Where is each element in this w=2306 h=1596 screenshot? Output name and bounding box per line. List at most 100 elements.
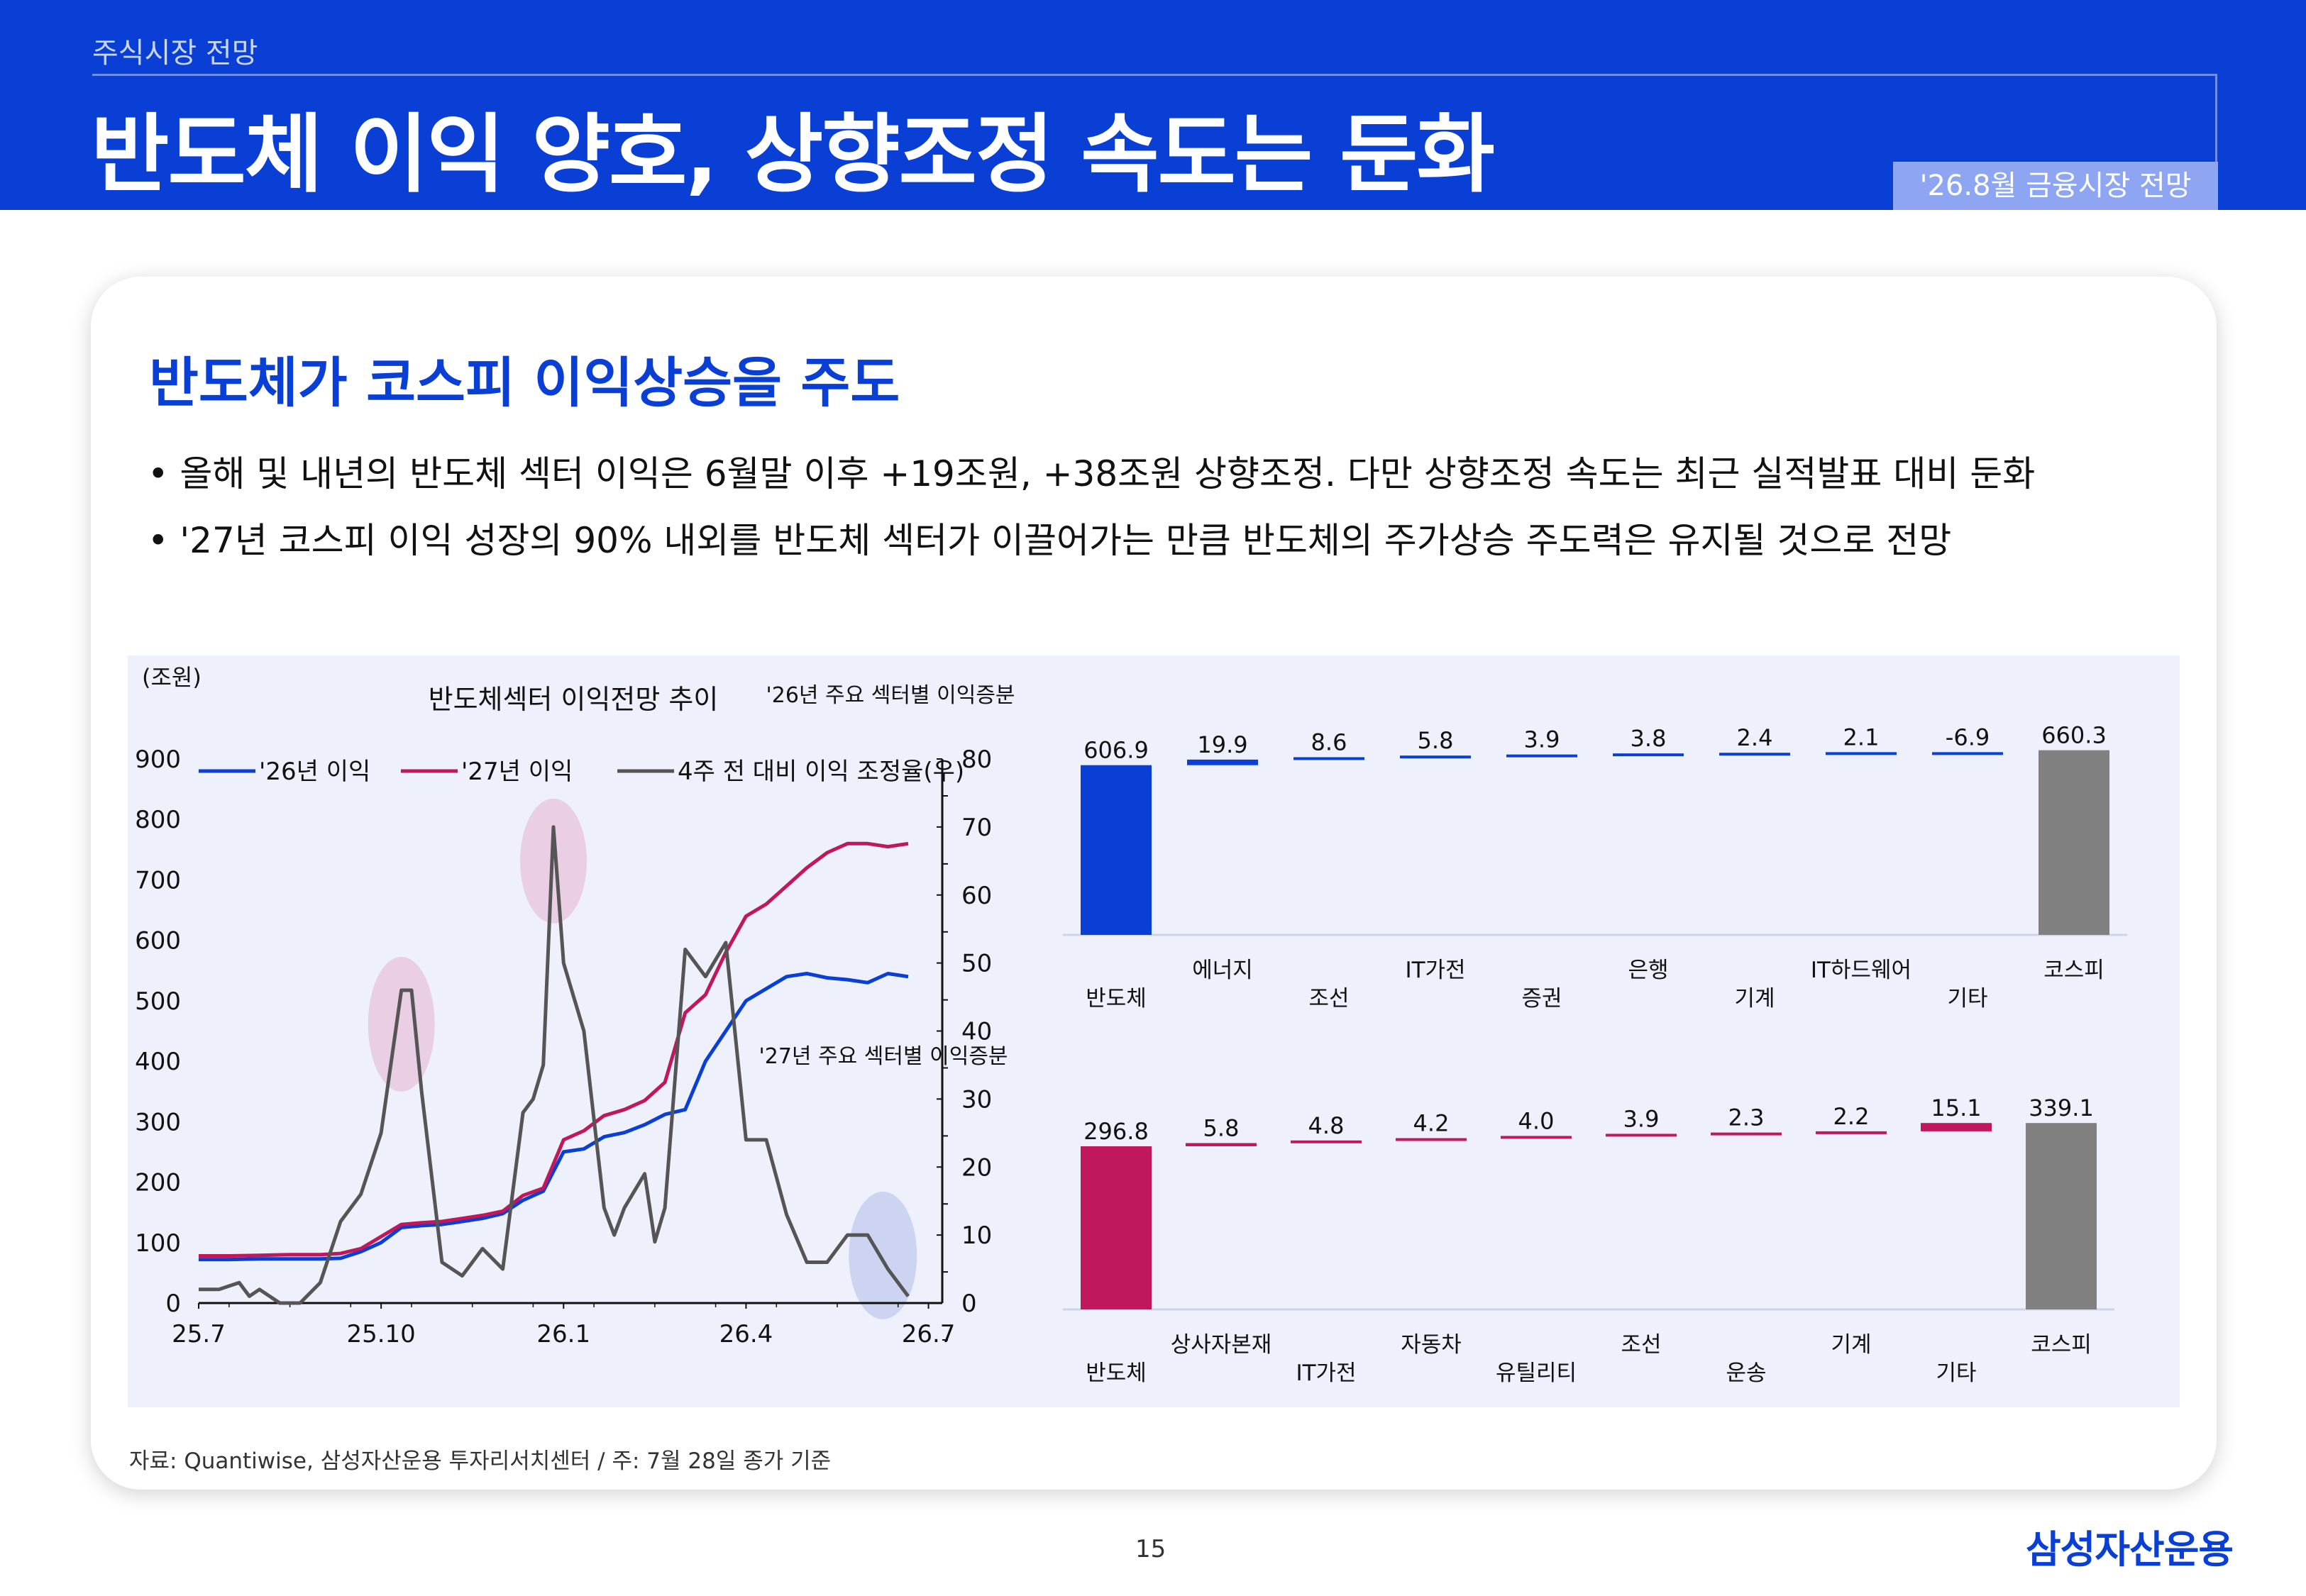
y-tick-label: 500	[135, 987, 181, 1016]
waterfall-bar	[1400, 755, 1471, 759]
y-tick-label: 100	[135, 1229, 181, 1258]
waterfall-category-label: IT가전	[1296, 1361, 1356, 1386]
company-logo: 삼성자산운용	[2026, 1527, 2234, 1572]
waterfall-category-label: 코스피	[2031, 1332, 2092, 1358]
waterfall-value-label: 2.3	[1728, 1104, 1765, 1131]
y2-tick-label: 80	[961, 746, 992, 774]
page-title: 반도체 이익 양호, 상향조정 속도는 둔화	[91, 106, 1495, 204]
waterfall-category-label: 증권	[1521, 986, 1562, 1012]
waterfall-value-label: 19.9	[1197, 731, 1247, 758]
y2-tick-label: 40	[961, 1018, 992, 1046]
waterfall-bar	[1293, 757, 1364, 760]
chart-panel: 반도체섹터 이익전망 추이 (조원) 0 100 200 300 400 500 600 70…	[128, 655, 2180, 1407]
y2-tick-label: 50	[961, 950, 992, 978]
waterfall-category-label: 기계	[1831, 1332, 1871, 1358]
waterfall-value-label: 3.9	[1623, 1105, 1660, 1132]
waterfall-value-label: 2.2	[1833, 1103, 1870, 1130]
y2-tick-label: 20	[961, 1153, 992, 1182]
waterfall-category-label: 기타	[1936, 1361, 1976, 1386]
waterfall-value-label: 8.6	[1311, 728, 1347, 755]
legend-label-3: 4주 전 대비 이익 조정율(우)	[678, 758, 964, 786]
waterfall-bar	[1187, 759, 1258, 765]
source-note: 자료: Quantiwise, 삼성자산운용 투자리서치센터 / 주: 7월 2…	[129, 1448, 832, 1474]
waterfall-bar	[1719, 753, 1790, 756]
y2-tick-label: 10	[961, 1221, 992, 1250]
page-number: 15	[1135, 1535, 1166, 1563]
waterfall-bar	[2026, 1123, 2097, 1309]
line-chart-legend: '26년 이익 '27년 이익 4주 전 대비 이익 조정율(우)	[199, 758, 964, 786]
x-tick-label: 26.4	[719, 1320, 773, 1348]
waterfall-bar	[1291, 1140, 1362, 1143]
line-chart-x-axis: 25.7 25.10 26.1 26.4 26.7	[172, 1302, 955, 1348]
header-rule-vertical	[2215, 74, 2217, 166]
waterfall-bar	[1506, 754, 1577, 758]
x-tick-label: 25.7	[172, 1320, 226, 1348]
line-chart-y-axis: 0 100 200 300 400 500 600 700 800 900	[135, 746, 181, 1318]
waterfall-category-label: 유틸리티	[1496, 1361, 1577, 1386]
waterfall-value-label: 5.8	[1203, 1114, 1240, 1141]
waterfall-chart-27: '27년 주요 섹터별 이익증분 296.8 반도체 5.8 상사자본재 4.8 IT가전…	[758, 1044, 2114, 1386]
line-chart-series	[199, 825, 910, 1305]
waterfall-bar	[2039, 750, 2109, 935]
waterfall-category-label: 조선	[1621, 1332, 1661, 1358]
waterfall-27-title: '27년 주요 섹터별 이익증분	[758, 1044, 1008, 1069]
waterfall-bar	[1081, 1146, 1152, 1309]
waterfall-value-label: 2.4	[1737, 724, 1773, 751]
waterfall-bar	[1932, 752, 2003, 755]
y-tick-label: 900	[135, 746, 181, 774]
waterfall-value-label: 606.9	[1083, 737, 1149, 764]
waterfall-bar	[1396, 1138, 1467, 1141]
waterfall-value-label: 4.2	[1413, 1110, 1450, 1137]
waterfall-category-label: 조선	[1308, 986, 1349, 1012]
waterfall-value-label: 4.8	[1308, 1112, 1345, 1139]
bullet-item-1: • 올해 및 내년의 반도체 섹터 이익은 6월말 이후 +19조원, +38조…	[148, 453, 2036, 494]
y2-tick-label: 30	[961, 1085, 992, 1114]
series-line-1	[199, 972, 909, 1262]
waterfall-value-label: 3.9	[1524, 726, 1560, 753]
y-tick-label: 0	[165, 1290, 181, 1318]
y-tick-label: 400	[135, 1048, 181, 1076]
waterfall-category-label: 반도체	[1086, 1361, 1147, 1386]
waterfall-value-label: 339.1	[2029, 1095, 2094, 1121]
waterfall-category-label: 코스피	[2043, 958, 2104, 983]
y-tick-label: 800	[135, 806, 181, 834]
waterfall-bar	[1613, 753, 1684, 757]
report-badge: '26.8월 금융시장 전망	[1893, 162, 2218, 210]
waterfall-value-label: 5.8	[1418, 727, 1454, 754]
card-subtitle: 반도체가 코스피 이익상승을 주도	[149, 351, 900, 414]
bullet-item-2: • '27년 코스피 이익 성장의 90% 내외를 반도체 섹터가 이끌어가는 …	[148, 520, 1952, 561]
y2-tick-label: 60	[961, 882, 992, 910]
y-tick-label: 300	[135, 1108, 181, 1136]
waterfall-category-label: 에너지	[1192, 958, 1253, 983]
y-tick-label: 600	[135, 927, 181, 955]
y-tick-label: 700	[135, 866, 181, 894]
waterfall-bar	[1711, 1132, 1782, 1136]
waterfall-category-label: 자동차	[1401, 1332, 1462, 1358]
x-tick-label: 25.10	[346, 1320, 415, 1348]
charts-svg: 반도체섹터 이익전망 추이 (조원) 010020030040050060070…	[135, 664, 2127, 1386]
waterfall-value-label: 296.8	[1083, 1118, 1149, 1145]
page-header: 주식시장 전망 반도체 이익 양호, 상향조정 속도는 둔화 '26.8월 금융…	[0, 0, 2306, 210]
waterfall-bar	[1606, 1134, 1677, 1137]
section-label: 주식시장 전망	[92, 37, 258, 70]
series-line-3	[199, 825, 910, 1305]
waterfall-category-label: 상사자본재	[1171, 1332, 1272, 1358]
waterfall-bar	[1081, 765, 1152, 935]
waterfall-value-label: -6.9	[1946, 724, 1990, 750]
waterfall-value-label: 4.0	[1518, 1107, 1555, 1134]
waterfall-category-label: 기계	[1734, 986, 1775, 1012]
waterfall-value-label: 15.1	[1931, 1095, 1981, 1121]
y2-tick-label: 0	[961, 1290, 977, 1318]
waterfall-category-label: 은행	[1628, 958, 1668, 983]
x-tick-label: 26.1	[536, 1320, 590, 1348]
line-chart-y-unit: (조원)	[142, 664, 202, 691]
waterfall-bar	[1816, 1131, 1887, 1134]
waterfall-category-label: 운송	[1726, 1361, 1766, 1386]
waterfall-chart-26: '26년 주요 섹터별 이익증분 606.9 반도체 19.9 에너지 8.6 조선 5.8…	[766, 683, 2127, 1012]
waterfall-bar	[1921, 1123, 1992, 1131]
waterfall-bar	[1501, 1136, 1572, 1139]
waterfall-26-title: '26년 주요 섹터별 이익증분	[766, 683, 1015, 708]
waterfall-category-label: 반도체	[1086, 986, 1147, 1012]
waterfall-value-label: 3.8	[1631, 725, 1667, 752]
legend-label-1: '26년 이익	[259, 758, 370, 786]
